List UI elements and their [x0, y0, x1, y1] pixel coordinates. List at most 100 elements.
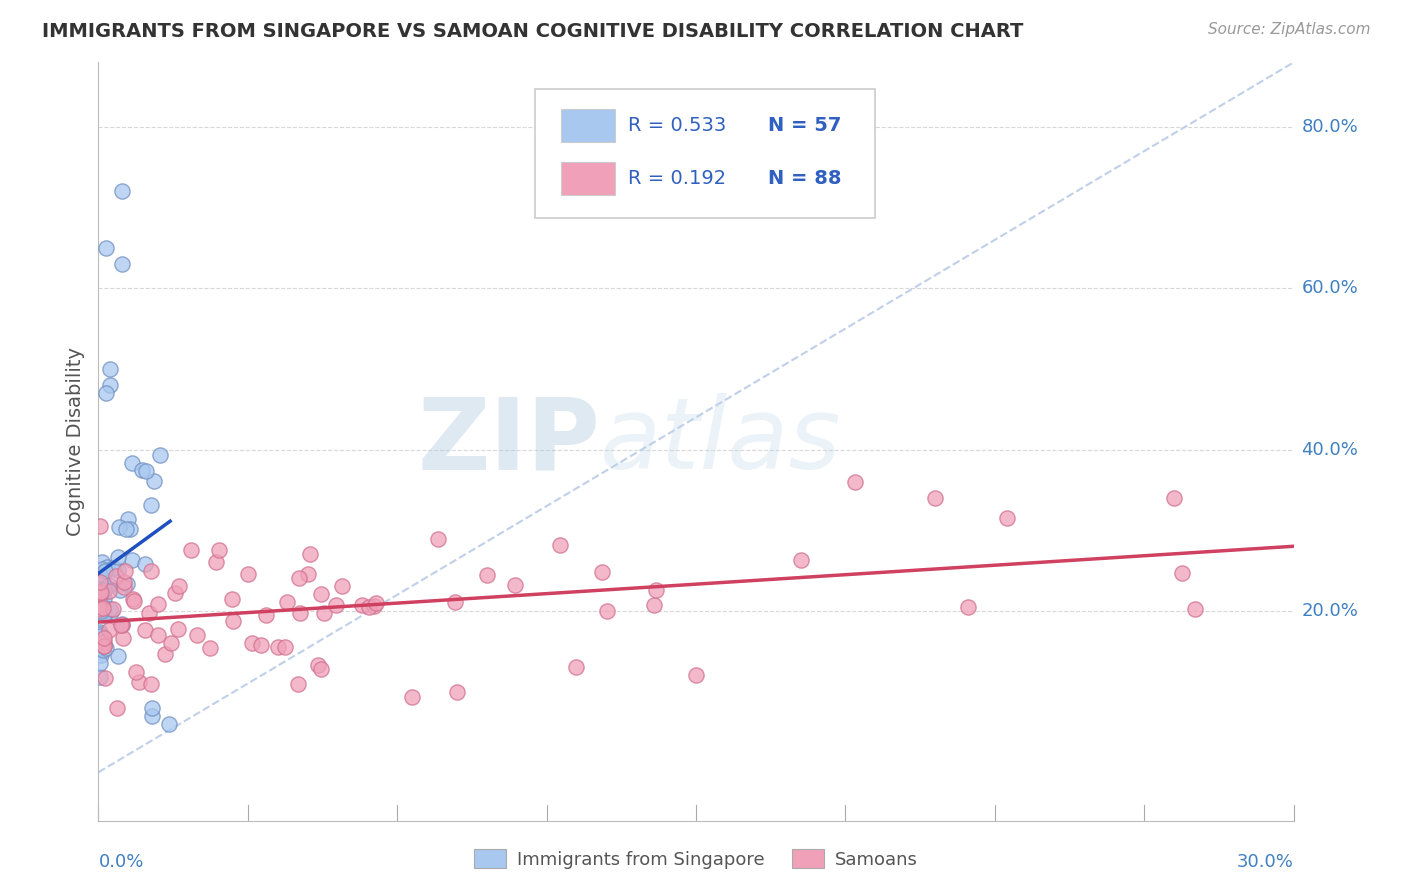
- Point: [222, 614, 245, 628]
- Point: [111, 257, 134, 271]
- Point: [125, 665, 148, 679]
- Point: [93, 640, 115, 654]
- Point: [121, 456, 143, 470]
- Point: [685, 668, 707, 682]
- Point: [93, 577, 115, 591]
- Point: [90, 604, 112, 618]
- Text: atlas: atlas: [600, 393, 842, 490]
- Point: [90, 648, 112, 663]
- Point: [89, 584, 111, 599]
- Point: [290, 606, 312, 620]
- Point: [89, 586, 111, 600]
- Point: [205, 555, 228, 569]
- Point: [138, 606, 160, 620]
- Point: [111, 631, 134, 645]
- Point: [105, 569, 128, 583]
- Point: [141, 499, 163, 513]
- Point: [180, 543, 202, 558]
- Text: IMMIGRANTS FROM SINGAPORE VS SAMOAN COGNITIVE DISABILITY CORRELATION CHART: IMMIGRANTS FROM SINGAPORE VS SAMOAN COGN…: [42, 22, 1024, 41]
- Point: [112, 580, 135, 594]
- Point: [89, 591, 111, 606]
- Point: [91, 562, 114, 576]
- Text: 30.0%: 30.0%: [1237, 853, 1294, 871]
- Point: [141, 708, 163, 723]
- Point: [91, 601, 114, 615]
- Point: [359, 600, 381, 615]
- Point: [128, 674, 150, 689]
- Point: [135, 464, 157, 478]
- Point: [134, 557, 156, 571]
- Point: [444, 594, 467, 608]
- Point: [236, 566, 259, 581]
- Point: [117, 512, 139, 526]
- Point: [254, 607, 277, 622]
- Point: [298, 547, 321, 561]
- Point: [122, 593, 145, 607]
- Point: [160, 635, 183, 649]
- Point: [96, 386, 118, 401]
- Point: [366, 596, 388, 610]
- Point: [325, 598, 347, 612]
- Bar: [561, 109, 614, 142]
- Text: R = 0.533: R = 0.533: [628, 116, 725, 135]
- Text: N = 57: N = 57: [768, 116, 841, 135]
- Point: [139, 677, 162, 691]
- Point: [89, 670, 111, 684]
- Point: [250, 638, 273, 652]
- Point: [97, 584, 120, 599]
- Point: [94, 640, 117, 655]
- Point: [644, 583, 666, 598]
- Point: [94, 581, 117, 595]
- Point: [446, 684, 468, 698]
- Point: [91, 555, 114, 569]
- Point: [93, 639, 115, 653]
- Text: 20.0%: 20.0%: [1302, 602, 1358, 620]
- Point: [112, 575, 135, 590]
- Point: [565, 660, 588, 674]
- Point: [307, 657, 329, 672]
- Point: [240, 636, 263, 650]
- Point: [105, 700, 128, 714]
- Point: [314, 606, 336, 620]
- Point: [1184, 602, 1206, 616]
- Point: [93, 631, 115, 645]
- Point: [287, 676, 309, 690]
- Text: Source: ZipAtlas.com: Source: ZipAtlas.com: [1208, 22, 1371, 37]
- Point: [166, 622, 188, 636]
- FancyBboxPatch shape: [534, 89, 876, 218]
- Point: [90, 573, 112, 587]
- Point: [309, 662, 332, 676]
- Point: [1163, 491, 1185, 505]
- Point: [111, 617, 134, 632]
- Point: [101, 601, 124, 615]
- Text: R = 0.192: R = 0.192: [628, 169, 725, 188]
- Point: [107, 550, 129, 565]
- Point: [97, 623, 120, 637]
- Point: [186, 627, 208, 641]
- Point: [503, 578, 526, 592]
- Point: [96, 605, 118, 619]
- Point: [311, 587, 333, 601]
- Point: [93, 635, 115, 649]
- Point: [100, 605, 122, 619]
- Y-axis label: Cognitive Disability: Cognitive Disability: [66, 347, 84, 536]
- Bar: [561, 161, 614, 195]
- Point: [89, 624, 111, 639]
- Point: [146, 597, 169, 611]
- Point: [96, 559, 118, 574]
- Point: [122, 591, 145, 606]
- Point: [274, 640, 297, 654]
- Point: [89, 574, 111, 589]
- Point: [330, 579, 353, 593]
- Point: [401, 690, 423, 704]
- Point: [96, 241, 118, 255]
- Point: [643, 598, 665, 612]
- Text: 80.0%: 80.0%: [1302, 118, 1358, 136]
- Text: N = 88: N = 88: [768, 169, 841, 188]
- Point: [91, 632, 114, 647]
- Point: [131, 462, 153, 476]
- Point: [149, 448, 172, 462]
- Point: [93, 608, 115, 623]
- Point: [121, 553, 143, 567]
- Point: [108, 520, 131, 534]
